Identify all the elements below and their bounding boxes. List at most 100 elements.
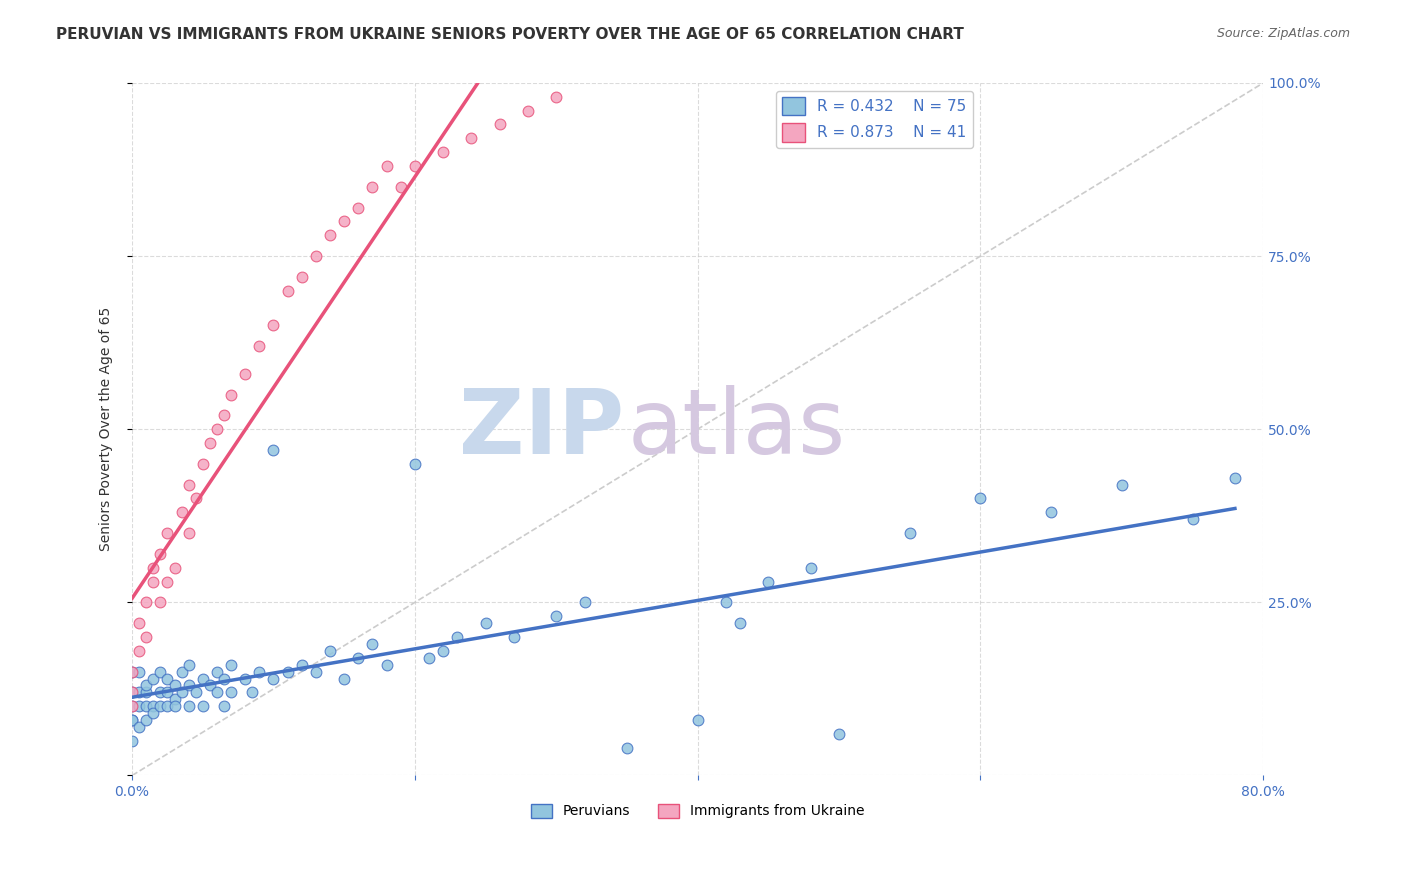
Point (474, 616, 496, 631)
Point (205, 685, 228, 699)
Point (163, 692, 186, 706)
Point (546, 609, 568, 624)
Point (546, 90, 568, 104)
Point (184, 491, 207, 506)
Point (517, 103, 540, 118)
Point (121, 665, 143, 679)
Point (142, 699, 165, 714)
Point (191, 457, 214, 471)
Point (418, 650, 440, 665)
Point (219, 387, 242, 401)
Point (135, 630, 157, 644)
Point (319, 228, 342, 243)
Point (121, 713, 143, 727)
Point (163, 699, 186, 714)
Point (361, 179, 384, 194)
Text: PERUVIAN VS IMMIGRANTS FROM UKRAINE SENIORS POVERTY OVER THE AGE OF 65 CORRELATI: PERUVIAN VS IMMIGRANTS FROM UKRAINE SENI… (56, 27, 965, 42)
Point (121, 699, 143, 714)
Point (128, 644, 150, 658)
Point (128, 616, 150, 631)
Point (142, 706, 165, 720)
Point (347, 650, 370, 665)
Point (714, 595, 737, 609)
Point (198, 678, 221, 692)
Point (177, 526, 200, 541)
Point (121, 665, 143, 679)
Point (969, 491, 991, 506)
Point (121, 685, 143, 699)
Point (1181, 512, 1204, 526)
Point (389, 179, 412, 194)
Point (142, 672, 165, 686)
Point (128, 699, 150, 714)
Legend: Peruvians, Immigrants from Ukraine: Peruvians, Immigrants from Ukraine (526, 798, 870, 824)
Point (446, 630, 468, 644)
Y-axis label: Seniors Poverty Over the Age of 65: Seniors Poverty Over the Age of 65 (100, 307, 114, 551)
Point (828, 727, 851, 741)
Point (205, 422, 228, 436)
Point (488, 118, 510, 132)
Point (404, 159, 426, 173)
Point (1223, 471, 1246, 485)
Point (375, 657, 398, 672)
Text: atlas: atlas (627, 385, 845, 474)
Point (142, 560, 165, 574)
Point (305, 249, 328, 263)
Point (460, 131, 482, 145)
Point (135, 699, 157, 714)
Point (728, 616, 751, 631)
Point (135, 678, 157, 692)
Point (121, 734, 143, 748)
Point (263, 672, 285, 686)
Point (1040, 505, 1063, 519)
Point (121, 699, 143, 714)
Point (404, 457, 426, 471)
Point (191, 699, 214, 714)
Point (291, 657, 314, 672)
Point (233, 672, 256, 686)
Point (333, 672, 356, 686)
Point (149, 595, 172, 609)
Point (128, 720, 150, 734)
Point (263, 318, 285, 333)
Point (247, 665, 270, 679)
Point (170, 665, 193, 679)
Point (319, 644, 342, 658)
Point (247, 339, 270, 353)
Point (149, 685, 172, 699)
Point (156, 699, 179, 714)
Point (212, 672, 235, 686)
Point (177, 678, 200, 692)
Point (128, 685, 150, 699)
Point (191, 672, 214, 686)
Point (149, 665, 172, 679)
Point (219, 685, 242, 699)
Point (240, 685, 263, 699)
Point (898, 526, 921, 541)
Point (121, 713, 143, 727)
Point (1111, 477, 1133, 491)
Point (263, 442, 285, 457)
Point (277, 284, 299, 298)
Point (305, 665, 328, 679)
Point (142, 574, 165, 589)
Point (149, 699, 172, 714)
Point (177, 699, 200, 714)
Point (432, 644, 454, 658)
Point (686, 713, 709, 727)
Point (219, 657, 242, 672)
Point (128, 665, 150, 679)
Point (616, 740, 638, 755)
Point (291, 269, 314, 284)
Point (361, 637, 384, 651)
Point (347, 201, 370, 215)
Point (163, 678, 186, 692)
Point (756, 574, 779, 589)
Point (432, 145, 454, 160)
Text: Source: ZipAtlas.com: Source: ZipAtlas.com (1216, 27, 1350, 40)
Point (177, 657, 200, 672)
Point (277, 665, 299, 679)
Point (135, 595, 157, 609)
Point (135, 713, 157, 727)
Point (156, 672, 179, 686)
